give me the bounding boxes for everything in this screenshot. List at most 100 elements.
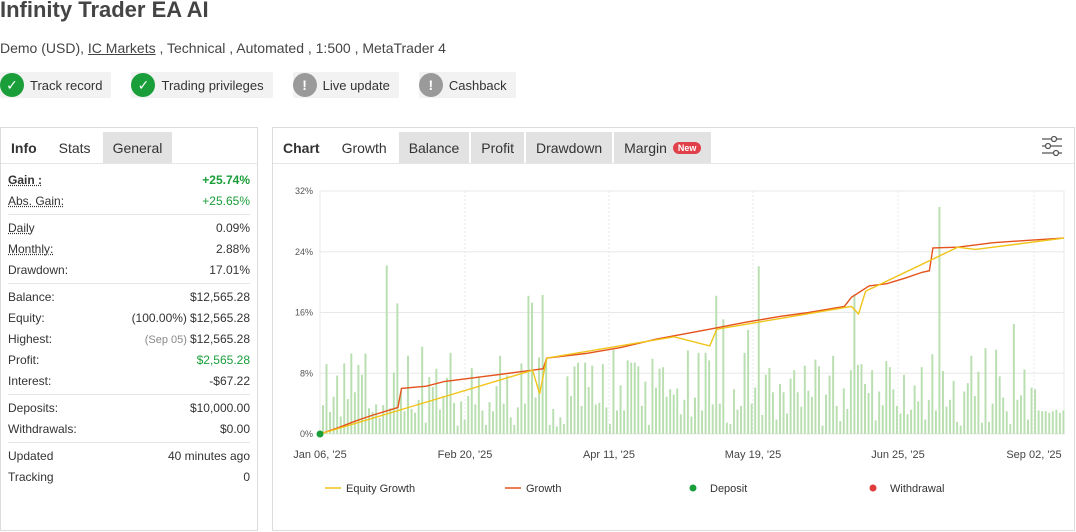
bar xyxy=(1005,411,1008,434)
page-title: Infinity Trader EA AI xyxy=(0,0,209,22)
tab-growth[interactable]: Growth xyxy=(331,132,397,163)
bar xyxy=(725,422,728,434)
bar xyxy=(414,412,417,434)
stat-value: $0.00 xyxy=(219,421,250,436)
stat-label: Updated xyxy=(8,448,54,463)
stat-row-withdrawals: Withdrawals: $0.00 xyxy=(8,418,250,439)
bar xyxy=(488,402,491,434)
growth-chart: 0% 8% 16% 24% 32% Jan 06, '25 Feb 20, '25 Apr 1… xyxy=(293,186,1065,495)
legend-label: Growth xyxy=(526,483,561,495)
bar xyxy=(566,376,569,434)
tab-drawdown[interactable]: Drawdown xyxy=(525,132,613,163)
bar xyxy=(903,374,905,434)
bar xyxy=(864,383,867,434)
stat-label[interactable]: Daily xyxy=(8,220,35,235)
bar xyxy=(375,404,378,434)
bar xyxy=(623,410,626,434)
bar xyxy=(892,389,895,434)
stat-label[interactable]: Gain : xyxy=(8,172,43,187)
stat-row-drawdown: Drawdown: 17.01% xyxy=(8,259,250,280)
bar xyxy=(399,391,402,434)
bar xyxy=(545,358,548,434)
bar xyxy=(920,367,923,434)
bar xyxy=(956,421,959,434)
stat-row-daily: Daily 0.09% xyxy=(8,217,250,238)
bar xyxy=(694,397,696,434)
stat-row-highest: Highest: (Sep 05) $12,565.28 xyxy=(8,328,250,349)
stat-row-profit: Profit: $2,565.28 xyxy=(8,349,250,370)
bar xyxy=(1055,409,1058,434)
bar xyxy=(814,359,817,434)
tab-profit[interactable]: Profit xyxy=(471,132,524,163)
bar xyxy=(382,405,385,434)
bar xyxy=(942,370,944,434)
tab-info[interactable]: Info xyxy=(11,139,37,156)
bar xyxy=(768,367,771,434)
stat-label[interactable]: Abs. Gain: xyxy=(8,193,65,208)
bar xyxy=(1012,323,1015,434)
stat-value: 17.01% xyxy=(209,262,250,277)
bar xyxy=(860,364,863,434)
bar xyxy=(676,388,679,434)
y-tick-label: 8% xyxy=(300,368,313,378)
stat-value: $12,565.28 xyxy=(189,289,250,304)
tab-general[interactable]: General xyxy=(102,132,173,163)
bar xyxy=(594,404,597,434)
bar xyxy=(424,422,427,434)
bar xyxy=(577,362,580,434)
stats-panel: Info Stats General Gain : +25.74% Abs. G… xyxy=(0,127,258,531)
bar xyxy=(1058,412,1061,434)
divider xyxy=(8,394,250,395)
bar xyxy=(885,361,888,434)
badge-live-update: ! Live update xyxy=(292,72,399,98)
bar xyxy=(651,358,654,434)
bar xyxy=(442,396,445,434)
x-tick-label: Apr 11, '25 xyxy=(583,449,635,461)
bar xyxy=(934,410,937,434)
tab-chart[interactable]: Chart xyxy=(283,139,320,156)
bar xyxy=(435,368,438,434)
tab-margin[interactable]: Margin New xyxy=(614,132,712,163)
meta-prefix: Demo (USD), xyxy=(0,40,88,56)
tab-balance[interactable]: Balance xyxy=(398,132,470,163)
bar xyxy=(637,366,640,434)
bar xyxy=(357,364,360,434)
x-tick-label: Jun 25, '25 xyxy=(871,449,924,461)
broker-link[interactable]: IC Markets xyxy=(87,40,156,56)
legend-label: Withdrawal xyxy=(890,483,944,495)
bar xyxy=(888,367,891,434)
bar xyxy=(460,401,463,434)
stat-amount: $12,565.28 xyxy=(189,331,250,346)
stat-value: +25.74% xyxy=(202,172,250,187)
bar xyxy=(446,377,448,434)
divider xyxy=(8,442,250,443)
tab-stats[interactable]: Stats xyxy=(48,132,101,163)
bar xyxy=(704,352,707,434)
bar xyxy=(343,363,346,434)
stat-value: +25.65% xyxy=(202,193,250,208)
bar xyxy=(470,367,473,434)
stat-label[interactable]: Monthly: xyxy=(8,241,54,256)
bar xyxy=(428,377,431,434)
bar xyxy=(350,353,353,434)
bar xyxy=(523,403,526,434)
badge-label: Track record xyxy=(30,77,103,93)
bar xyxy=(1027,419,1029,434)
bar xyxy=(991,403,994,434)
bar xyxy=(736,409,739,434)
divider xyxy=(8,214,250,215)
bar xyxy=(931,354,934,434)
bar xyxy=(672,394,675,434)
bar xyxy=(1044,411,1047,434)
legend-swatch xyxy=(869,484,877,492)
bar xyxy=(743,352,746,434)
chart-settings-icon[interactable] xyxy=(1040,134,1064,158)
stat-value: 0.09% xyxy=(215,220,250,235)
stat-label: Withdrawals: xyxy=(8,421,77,436)
verification-badges: ✓ Track record ✓ Trading privileges ! Li… xyxy=(0,72,516,98)
exclamation-icon: ! xyxy=(292,73,317,97)
bar xyxy=(910,409,913,434)
bar xyxy=(431,386,434,434)
bar xyxy=(658,368,661,434)
bar xyxy=(839,421,842,434)
